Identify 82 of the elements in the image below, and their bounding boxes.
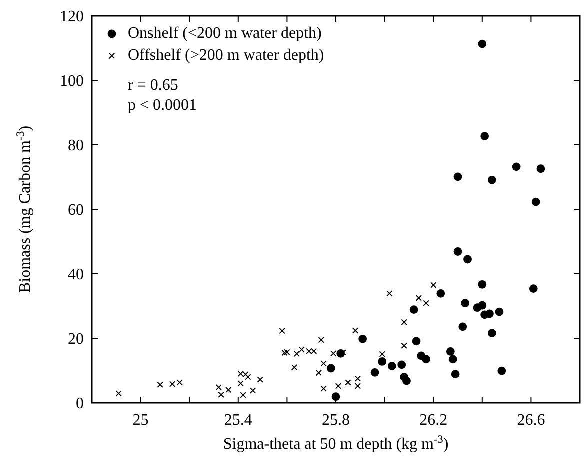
point bbox=[257, 376, 264, 383]
point bbox=[478, 280, 487, 289]
point bbox=[335, 383, 342, 390]
y-tick-label: 60 bbox=[68, 202, 84, 220]
point bbox=[480, 132, 490, 140]
point bbox=[318, 337, 324, 344]
point bbox=[495, 308, 504, 316]
point bbox=[345, 380, 352, 386]
point bbox=[478, 40, 487, 48]
x-tick-label: 25.4 bbox=[224, 412, 252, 429]
x-tick-label: 26.2 bbox=[420, 412, 448, 429]
y-tick-label: 20 bbox=[68, 331, 84, 348]
point bbox=[316, 370, 322, 376]
legend-label: Offshelf (>200 m water depth) bbox=[128, 47, 324, 64]
point bbox=[388, 362, 396, 370]
point bbox=[529, 284, 538, 294]
point bbox=[354, 383, 362, 390]
point bbox=[410, 306, 418, 314]
point bbox=[378, 358, 387, 366]
point bbox=[412, 337, 421, 346]
point bbox=[401, 319, 408, 326]
point bbox=[238, 380, 244, 387]
point bbox=[326, 364, 336, 373]
point bbox=[245, 374, 252, 380]
point bbox=[536, 164, 546, 174]
point bbox=[398, 360, 406, 370]
point bbox=[332, 392, 340, 402]
point bbox=[284, 349, 290, 356]
point bbox=[422, 355, 430, 364]
annotation: r = 0.65 bbox=[128, 77, 178, 94]
x-tick-label: 26.6 bbox=[517, 412, 546, 429]
point bbox=[486, 310, 494, 318]
x-tick-label: 25 bbox=[132, 412, 149, 429]
point bbox=[430, 282, 437, 288]
y-tick-label: 120 bbox=[60, 8, 84, 26]
point bbox=[386, 290, 393, 297]
point bbox=[279, 328, 286, 334]
point bbox=[401, 342, 408, 350]
point bbox=[423, 300, 430, 306]
point bbox=[226, 387, 232, 394]
x-axis-title: Sigma-theta at 50 m depth (kg m$^{-3}$) bbox=[223, 434, 449, 453]
point bbox=[320, 386, 327, 392]
y-tick-label: 0 bbox=[76, 396, 84, 413]
point bbox=[250, 388, 256, 394]
point bbox=[218, 392, 224, 398]
point bbox=[379, 351, 386, 358]
point bbox=[446, 348, 455, 356]
legend-label: Onshelf (<200 m water depth) bbox=[128, 25, 322, 42]
point bbox=[216, 384, 222, 391]
point bbox=[454, 172, 462, 182]
point bbox=[488, 176, 496, 184]
point bbox=[116, 390, 122, 397]
point bbox=[488, 329, 496, 338]
point bbox=[416, 295, 422, 302]
point bbox=[330, 350, 337, 357]
point bbox=[498, 366, 506, 376]
y-tick-label: 100 bbox=[60, 73, 84, 90]
point bbox=[294, 350, 300, 358]
point bbox=[352, 328, 359, 334]
y-tick-label: 80 bbox=[68, 138, 84, 155]
point bbox=[464, 255, 472, 264]
point bbox=[370, 368, 380, 377]
point bbox=[478, 301, 487, 310]
y-tick-label: 40 bbox=[68, 266, 84, 284]
point bbox=[402, 376, 411, 386]
x-tick-label: 25.8 bbox=[322, 412, 350, 429]
point bbox=[454, 248, 462, 256]
annotation: p < 0.0001 bbox=[128, 97, 198, 114]
point bbox=[282, 350, 288, 356]
point bbox=[512, 162, 521, 172]
point bbox=[157, 382, 164, 388]
point bbox=[320, 360, 327, 367]
point bbox=[240, 392, 246, 398]
point bbox=[532, 198, 540, 206]
point bbox=[358, 334, 368, 344]
point bbox=[461, 299, 470, 308]
point bbox=[291, 364, 298, 371]
point bbox=[458, 322, 468, 332]
point bbox=[354, 376, 362, 382]
point bbox=[436, 289, 446, 298]
point bbox=[451, 370, 460, 378]
point bbox=[448, 355, 458, 364]
